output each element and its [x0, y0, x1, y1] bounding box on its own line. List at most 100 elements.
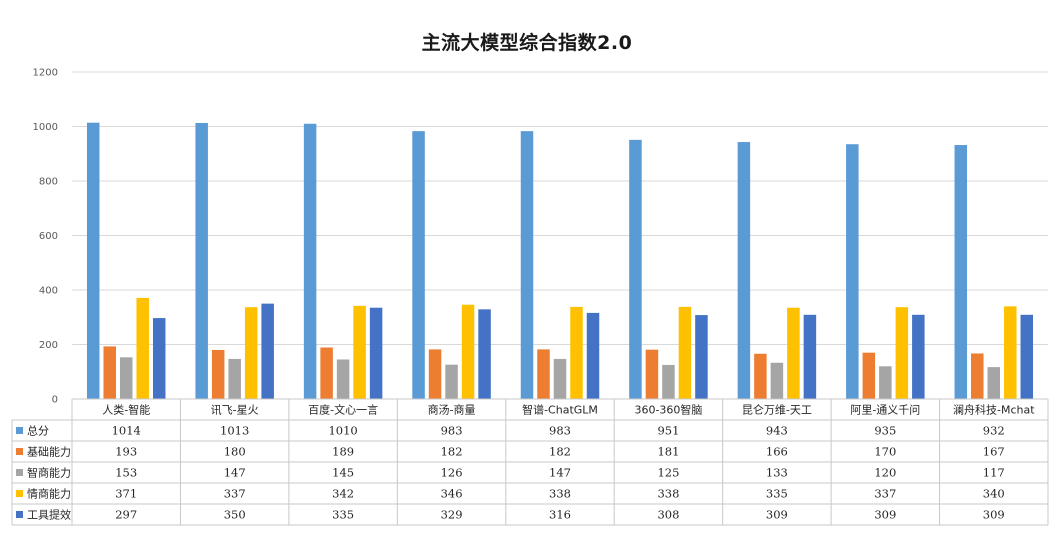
category-label: 智谱-ChatGLM: [522, 403, 598, 417]
bar: [787, 307, 800, 399]
data-label: 180: [224, 445, 246, 459]
data-label: 153: [115, 466, 137, 480]
bar: [737, 142, 751, 399]
data-label: 193: [115, 445, 137, 459]
y-tick-label: 200: [39, 340, 58, 351]
series-label: 智商能力: [27, 466, 71, 480]
bar: [1004, 306, 1017, 399]
bar: [912, 314, 925, 399]
bar: [336, 359, 350, 399]
bar: [103, 346, 116, 399]
data-label: 147: [224, 466, 246, 480]
legend-key: [16, 511, 23, 518]
data-label: 329: [441, 508, 463, 522]
data-label: 338: [549, 487, 571, 501]
series-label: 情商能力: [27, 487, 71, 501]
legend-key: [16, 427, 23, 434]
bar: [553, 358, 567, 399]
data-label: 182: [441, 445, 463, 459]
data-label: 338: [657, 487, 679, 501]
data-label: 182: [549, 445, 571, 459]
data-label: 147: [549, 466, 571, 480]
data-label: 1010: [328, 424, 357, 438]
category-label: 昆仑万维-天工: [742, 403, 812, 417]
bar: [303, 123, 317, 400]
data-label: 983: [549, 424, 571, 438]
category-label: 人类-智能: [102, 403, 150, 417]
bar: [695, 315, 708, 399]
bar: [895, 307, 909, 399]
category-label: 百度-文心一言: [308, 403, 378, 417]
data-label: 181: [657, 445, 679, 459]
bar: [862, 352, 876, 399]
data-label: 350: [224, 508, 246, 522]
data-label: 308: [657, 508, 679, 522]
bar: [971, 353, 984, 399]
bar: [770, 362, 784, 399]
data-label: 145: [332, 466, 354, 480]
data-label: 371: [115, 487, 137, 501]
y-tick-label: 1200: [33, 68, 58, 79]
data-label: 342: [332, 487, 354, 501]
series-label: 基础能力: [27, 445, 71, 459]
bar: [353, 305, 366, 399]
bar: [803, 314, 817, 399]
y-tick-label: 600: [39, 231, 58, 242]
data-label: 1014: [112, 424, 141, 438]
bar: [136, 297, 149, 399]
bar: [369, 307, 383, 399]
bar: [662, 364, 675, 399]
bar: [261, 303, 274, 400]
data-label: 133: [766, 466, 788, 480]
bar: [1020, 314, 1034, 399]
legend-key: [16, 469, 23, 476]
data-label: 120: [874, 466, 896, 480]
bar: [678, 306, 692, 399]
bar: [629, 139, 642, 399]
data-label: 125: [657, 466, 679, 480]
bar: [954, 145, 968, 399]
category-label: 讯飞-星火: [211, 404, 259, 417]
bar: [244, 307, 258, 399]
data-label: 166: [766, 445, 788, 459]
bar: [879, 366, 892, 399]
data-label: 983: [441, 424, 463, 438]
data-label: 316: [549, 508, 571, 522]
bar: [987, 367, 1001, 399]
data-label: 117: [983, 466, 1005, 480]
bar: [119, 357, 133, 399]
data-label: 340: [983, 487, 1005, 501]
category-label: 商汤-商量: [428, 403, 476, 417]
bar: [461, 304, 475, 399]
y-tick-label: 0: [52, 395, 58, 406]
bar: [537, 349, 550, 399]
category-label: 360-360智脑: [634, 403, 702, 417]
data-label: 951: [657, 424, 679, 438]
bar: [570, 306, 583, 399]
data-label: 932: [983, 424, 1005, 438]
bar: [86, 122, 100, 399]
data-label: 309: [983, 508, 1005, 522]
data-label: 335: [766, 487, 788, 501]
category-label: 澜舟科技-Mchat: [953, 403, 1035, 417]
bar: [428, 349, 442, 399]
y-tick-label: 1000: [33, 122, 58, 133]
bar: [412, 131, 425, 399]
data-label: 297: [115, 508, 137, 522]
bar: [211, 349, 225, 399]
data-label: 309: [766, 508, 788, 522]
bar: [478, 309, 491, 399]
bar: [645, 349, 659, 399]
bar: [320, 347, 333, 399]
category-label: 阿里-通义千问: [850, 404, 920, 417]
bar: [195, 122, 208, 400]
data-label: 309: [874, 508, 896, 522]
data-label: 337: [224, 487, 246, 501]
bar: [586, 312, 600, 399]
y-tick-label: 400: [39, 286, 58, 297]
data-label: 337: [874, 487, 896, 501]
bar: [520, 131, 534, 399]
data-label: 167: [983, 445, 1005, 459]
